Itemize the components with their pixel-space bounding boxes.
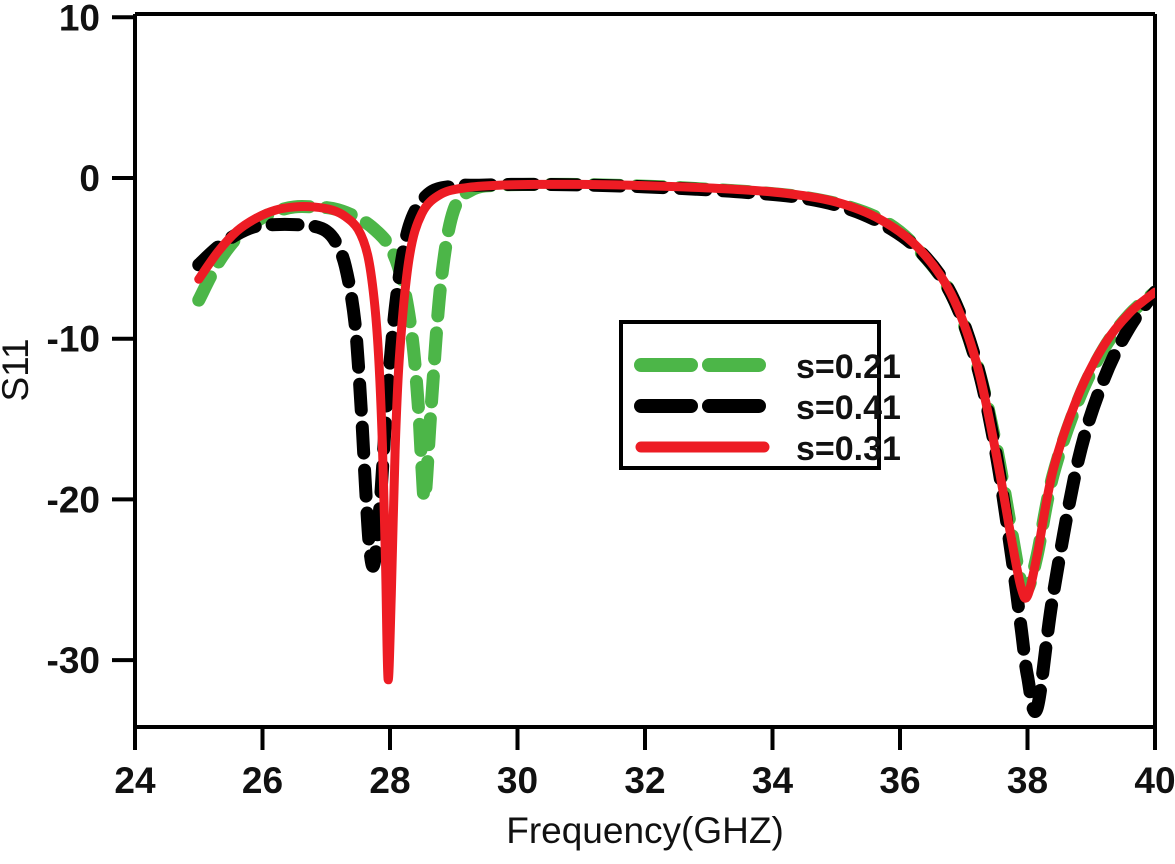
series-line-s-0-31 — [194, 179, 1155, 684]
x-tick-label: 36 — [879, 760, 920, 801]
x-tick-label: 28 — [369, 760, 410, 801]
y-axis-title: S11 — [0, 338, 36, 401]
x-tick-label: 32 — [624, 760, 665, 801]
y-tick-label: 10 — [59, 0, 100, 38]
x-tick-label: 38 — [1007, 760, 1048, 801]
y-tick-label: -20 — [47, 479, 100, 520]
x-tick-label: 30 — [497, 760, 538, 801]
legend-label: s=0.31 — [796, 430, 901, 468]
x-axis-ticks — [133, 727, 1157, 750]
y-tick-label: 0 — [79, 158, 100, 199]
legend-label: s=0.21 — [796, 348, 901, 386]
x-axis-tick-labels: 24 26 28 30 32 34 36 38 40 — [114, 760, 1175, 801]
y-axis-ticks — [112, 15, 135, 663]
legend-items: s=0.21s=0.41s=0.31 — [634, 348, 901, 468]
x-axis-title: Frequency(GHZ) — [506, 810, 784, 851]
x-tick-label: 40 — [1134, 760, 1175, 801]
y-axis-tick-labels: 10 0 -10 -20 -30 — [47, 0, 100, 681]
data-series-group — [192, 177, 1155, 718]
chart-legend: s=0.21s=0.41s=0.31 — [619, 320, 901, 470]
x-tick-label: 26 — [242, 760, 283, 801]
y-tick-label: -30 — [47, 640, 100, 681]
y-tick-label: -10 — [47, 319, 100, 360]
x-tick-label: 24 — [114, 760, 156, 801]
x-tick-label: 34 — [752, 760, 794, 801]
legend-label: s=0.41 — [796, 389, 901, 427]
